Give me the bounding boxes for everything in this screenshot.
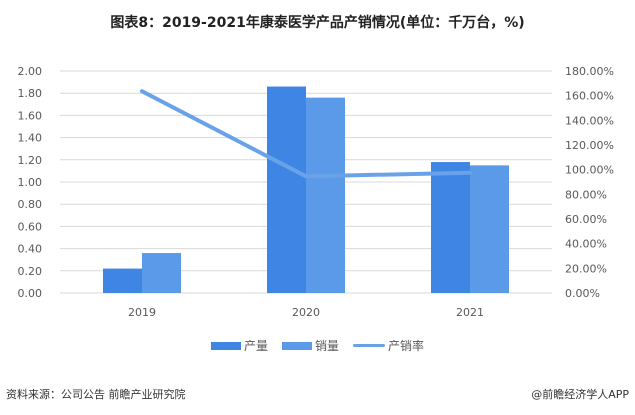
y-right-tick: 20.00% <box>565 262 607 275</box>
legend-label-production: 产量 <box>243 339 268 353</box>
legend-item-sales: 销量 <box>281 337 339 354</box>
bar-production <box>267 86 306 293</box>
chart-title: 图表8：2019-2021年康泰医学产品产销情况(单位：千万台，%) <box>110 15 525 31</box>
y-right-tick: 40.00% <box>565 238 607 251</box>
x-tick: 2020 <box>292 306 320 319</box>
bar-production <box>431 162 470 293</box>
legend-item-rate: 产销率 <box>353 337 424 354</box>
y-left-tick: 0.40 <box>18 243 43 256</box>
legend-swatch-rate <box>353 344 385 347</box>
legend-label-sales: 销量 <box>314 339 339 353</box>
x-tick: 2021 <box>456 306 484 319</box>
bar-production <box>103 268 142 293</box>
y-right-tick: 120.00% <box>565 139 614 152</box>
y-right-tick: 100.00% <box>565 164 614 177</box>
x-tick: 2019 <box>128 306 156 319</box>
y-right-tick: 140.00% <box>565 114 614 127</box>
y-left-tick: 0.20 <box>18 265 43 278</box>
legend-item-production: 产量 <box>210 337 268 354</box>
y-left-tick: 1.40 <box>18 132 43 145</box>
y-left-tick: 0.00 <box>18 287 43 300</box>
bar-sales <box>306 97 345 293</box>
y-left-tick: 2.00 <box>18 65 43 78</box>
y-left-tick: 1.60 <box>18 109 43 122</box>
legend-swatch-sales <box>281 341 312 350</box>
line-rate <box>140 89 472 179</box>
legend-label-rate: 产销率 <box>388 339 425 353</box>
y-right-tick: 0.00% <box>565 287 600 300</box>
source-note: 资料来源：公司公告 前瞻产业研究院 <box>6 388 186 401</box>
y-left-tick: 1.00 <box>18 176 43 189</box>
y-right-tick: 60.00% <box>565 213 607 226</box>
credit-note: @前瞻经济学人APP <box>531 388 629 401</box>
y-left-tick: 0.60 <box>18 220 43 233</box>
y-left-tick: 0.80 <box>18 198 43 211</box>
legend-swatch-production <box>210 341 241 350</box>
combo-chart: 0.00 0.20 0.40 0.60 0.80 1.00 1.20 1.40 1.60 1.80… <box>18 65 614 319</box>
y-right-tick: 160.00% <box>565 90 614 103</box>
y-right-tick: 180.00% <box>565 65 614 78</box>
y-left-tick: 1.80 <box>18 87 43 100</box>
legend: 产量 销量 产销率 <box>0 337 635 354</box>
bar-sales <box>142 253 181 293</box>
y-left-tick: 1.20 <box>18 154 43 167</box>
y-right-tick: 80.00% <box>565 188 607 201</box>
bar-sales <box>470 165 509 293</box>
